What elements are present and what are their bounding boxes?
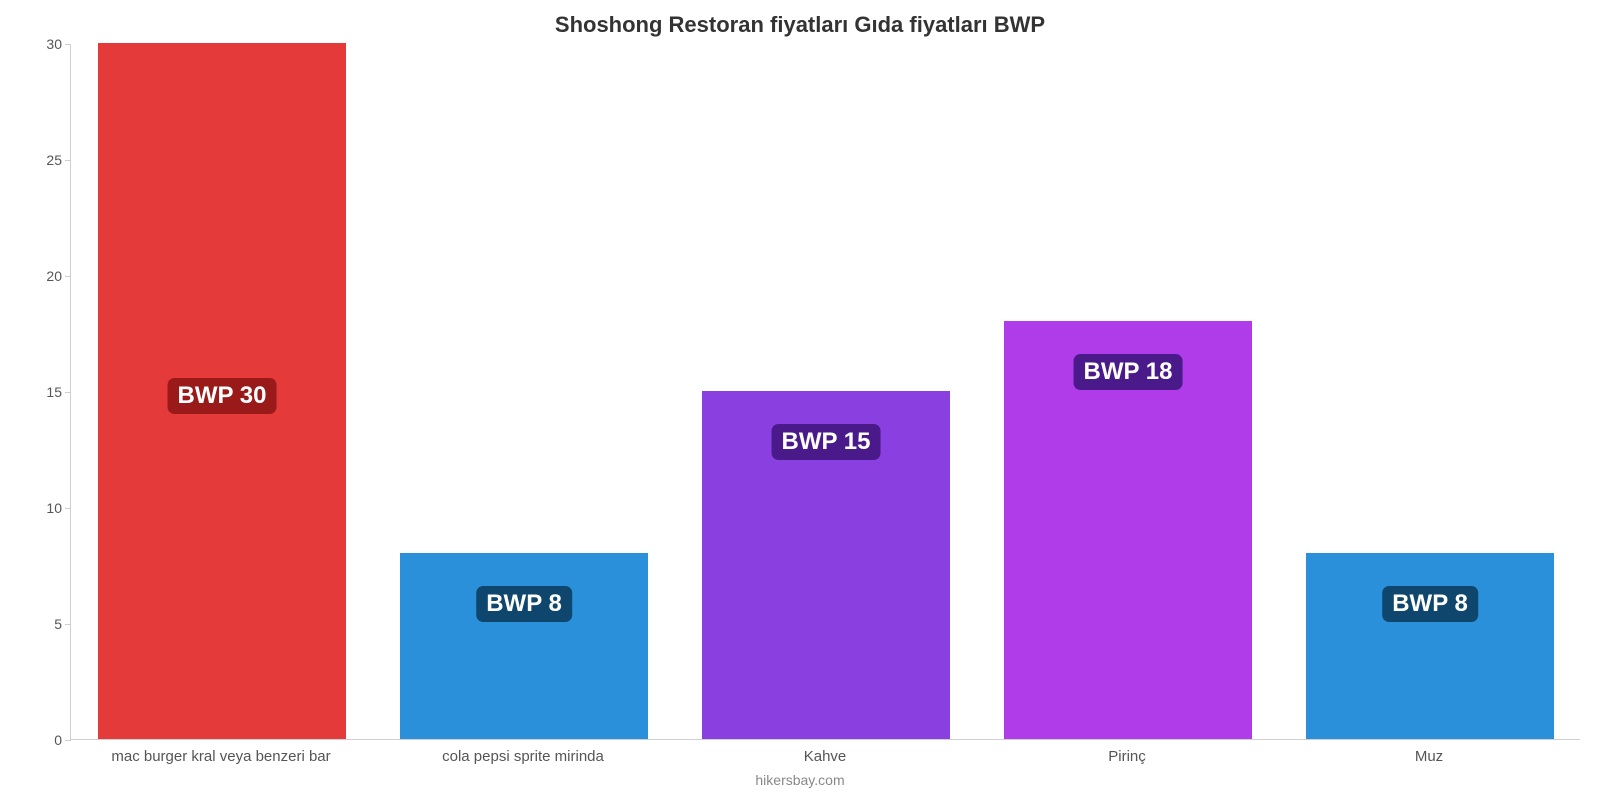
y-tick-mark — [65, 276, 71, 277]
x-tick-label: Pirinç — [1108, 748, 1146, 765]
y-tick-label: 25 — [46, 152, 62, 168]
chart-footer: hikersbay.com — [0, 772, 1600, 788]
chart-bar — [400, 553, 648, 739]
bar-value-label: BWP 8 — [476, 586, 572, 622]
chart-container: Shoshong Restoran fiyatları Gıda fiyatla… — [0, 0, 1600, 800]
x-tick-label: Muz — [1415, 748, 1443, 765]
bar-value-label: BWP 8 — [1382, 586, 1478, 622]
y-tick-label: 20 — [46, 268, 62, 284]
y-tick-label: 10 — [46, 500, 62, 516]
chart-title: Shoshong Restoran fiyatları Gıda fiyatla… — [0, 12, 1600, 38]
y-tick-mark — [65, 624, 71, 625]
bar-value-label: BWP 15 — [772, 424, 881, 460]
bar-value-label: BWP 18 — [1074, 354, 1183, 390]
y-tick-mark — [65, 740, 71, 741]
y-tick-mark — [65, 44, 71, 45]
y-tick-mark — [65, 508, 71, 509]
y-tick-mark — [65, 160, 71, 161]
x-tick-label: mac burger kral veya benzeri bar — [111, 748, 330, 765]
y-tick-label: 30 — [46, 36, 62, 52]
y-tick-label: 0 — [54, 732, 62, 748]
x-tick-label: Kahve — [804, 748, 847, 765]
y-tick-mark — [65, 392, 71, 393]
x-tick-label: cola pepsi sprite mirinda — [442, 748, 604, 765]
y-tick-label: 5 — [54, 616, 62, 632]
plot-area: BWP 30 BWP 8 BWP 15 BWP 18 BWP 8 — [70, 44, 1580, 740]
bar-value-label: BWP 30 — [168, 378, 277, 414]
chart-bar — [1306, 553, 1554, 739]
y-tick-label: 15 — [46, 384, 62, 400]
